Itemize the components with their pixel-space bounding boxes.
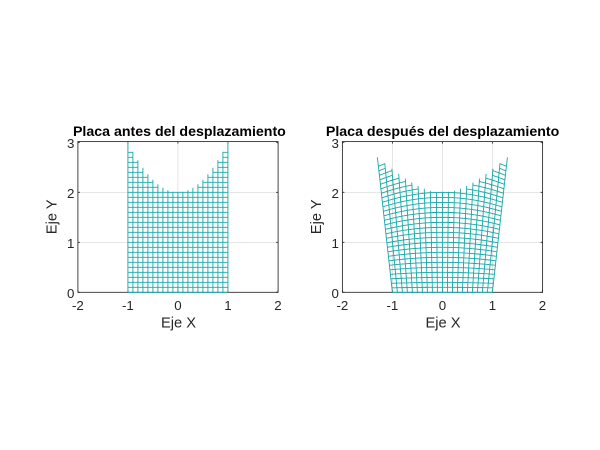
svg-text:2: 2 [274, 298, 281, 313]
svg-text:3: 3 [331, 136, 338, 151]
svg-text:-2: -2 [72, 298, 84, 313]
svg-text:0: 0 [439, 298, 446, 313]
svg-text:0: 0 [67, 286, 74, 301]
svg-text:Eje X: Eje X [161, 316, 196, 332]
svg-text:-2: -2 [336, 298, 348, 313]
svg-text:3: 3 [67, 136, 74, 151]
svg-text:Eje Y: Eje Y [309, 199, 325, 234]
svg-text:2: 2 [331, 186, 338, 201]
svg-text:Placa después del desplazamien: Placa después del desplazamiento [326, 124, 560, 140]
svg-text:Eje X: Eje X [425, 316, 460, 332]
svg-text:0: 0 [174, 298, 181, 313]
svg-text:Eje Y: Eje Y [44, 199, 60, 234]
svg-text:1: 1 [489, 298, 496, 313]
svg-text:2: 2 [539, 298, 546, 313]
svg-text:1: 1 [67, 236, 74, 251]
svg-text:1: 1 [331, 236, 338, 251]
svg-text:2: 2 [67, 186, 74, 201]
svg-text:0: 0 [331, 286, 338, 301]
svg-text:-1: -1 [386, 298, 398, 313]
svg-text:1: 1 [224, 298, 231, 313]
svg-text:-1: -1 [122, 298, 134, 313]
svg-text:Placa antes del desplazamiento: Placa antes del desplazamiento [73, 124, 286, 140]
